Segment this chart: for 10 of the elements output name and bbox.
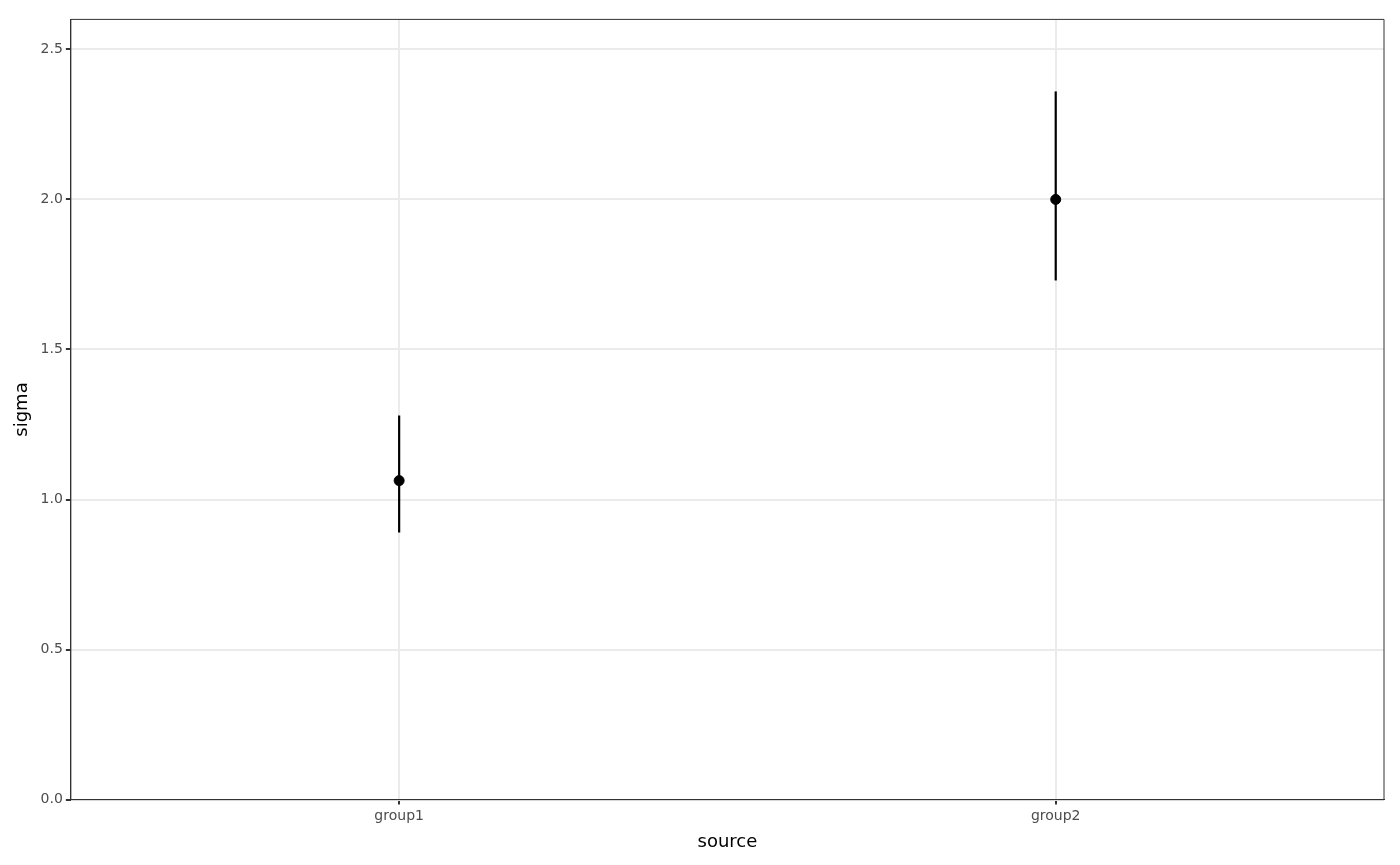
y-axis-title: sigma <box>10 382 32 437</box>
x-tick-label: group2 <box>1030 806 1081 823</box>
x-tick-label: group1 <box>374 806 424 823</box>
y-tick-label: 1.0 <box>40 490 63 507</box>
x-axis-title: source <box>697 829 758 851</box>
y-tick-label: 2.0 <box>40 190 63 207</box>
y-tick-label: 1.5 <box>40 340 63 357</box>
y-tick-label: 0.5 <box>40 640 63 657</box>
y-tick-label: 2.5 <box>40 40 63 57</box>
y-tick-label: 0.0 <box>40 790 63 807</box>
